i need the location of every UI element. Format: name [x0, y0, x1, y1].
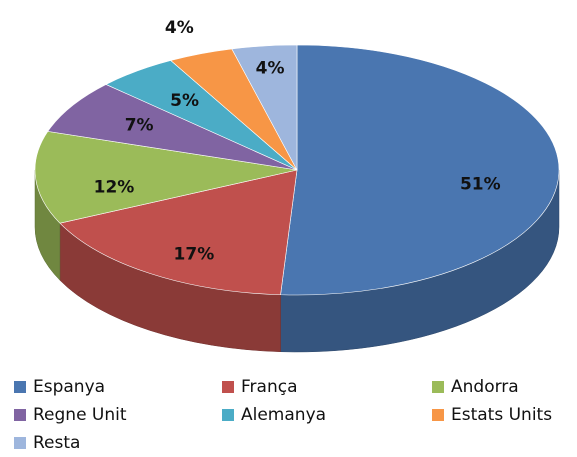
legend-label: Regne Unit	[33, 405, 127, 425]
slice	[47, 84, 298, 171]
data-label: 5%	[170, 91, 199, 111]
legend-swatch	[432, 381, 444, 393]
slice	[280, 44, 560, 353]
legend-label: Andorra	[451, 377, 519, 397]
legend-swatch	[14, 437, 26, 449]
data-label: 17%	[174, 244, 215, 264]
data-label: 12%	[94, 177, 135, 197]
slice-top	[47, 84, 298, 171]
legend-label: França	[241, 377, 298, 397]
data-label: 51%	[460, 175, 501, 195]
slice	[231, 44, 298, 171]
legend-label: Estats Units	[451, 405, 552, 425]
legend-label: Resta	[33, 433, 80, 453]
slice-top	[231, 44, 298, 171]
legend-swatch	[14, 409, 26, 421]
data-label: 4%	[256, 58, 285, 78]
legend-swatch	[432, 409, 444, 421]
slice-top	[59, 169, 298, 296]
slice-top	[280, 44, 560, 296]
data-label: 7%	[125, 115, 154, 135]
data-label: 4%	[165, 18, 194, 38]
slice-top	[34, 131, 298, 224]
legend-swatch	[222, 409, 234, 421]
legend-label: Espanya	[33, 377, 105, 397]
legend-swatch	[222, 381, 234, 393]
legend-swatch	[14, 381, 26, 393]
slice	[34, 131, 298, 281]
legend-label: Alemanya	[241, 405, 326, 425]
